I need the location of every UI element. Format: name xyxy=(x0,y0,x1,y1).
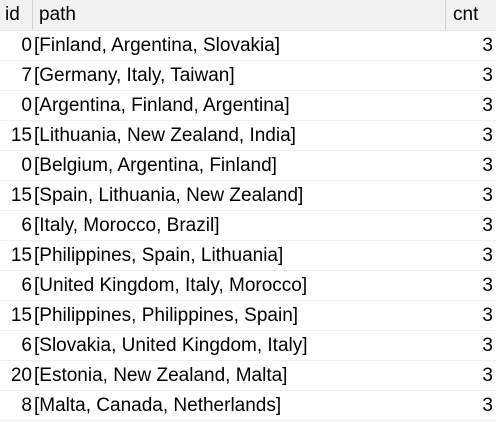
cell-path[interactable]: [Slovakia, United Kingdom, Italy] xyxy=(34,335,308,356)
table-row[interactable]: 15 [Spain, Lithuania, New Zealand] 3 xyxy=(0,181,496,211)
table-row[interactable]: 0 [Finland, Argentina, Slovakia] 3 xyxy=(0,31,496,61)
cell-cnt[interactable]: 3 xyxy=(482,125,493,146)
cell-path[interactable]: [Spain, Lithuania, New Zealand] xyxy=(34,185,304,206)
cell-id[interactable]: 15 xyxy=(10,125,32,146)
cell-id[interactable]: 6 xyxy=(21,335,32,356)
cell-id[interactable]: 0 xyxy=(21,95,32,116)
table-row[interactable]: 15 [Philippines, Spain, Lithuania] 3 xyxy=(0,241,496,271)
table-row[interactable]: 0 [Belgium, Argentina, Finland] 3 xyxy=(0,151,496,181)
cell-cnt[interactable]: 3 xyxy=(482,215,493,236)
cell-id[interactable]: 15 xyxy=(10,305,32,326)
table-row[interactable]: 20 [Estonia, New Zealand, Malta] 3 xyxy=(0,361,496,391)
table-row[interactable]: 7 [Germany, Italy, Taiwan] 3 xyxy=(0,61,496,91)
column-header-cnt[interactable]: cnt xyxy=(453,4,479,25)
cell-cnt[interactable]: 3 xyxy=(482,35,493,56)
table-row[interactable]: 0 [Argentina, Finland, Argentina] 3 xyxy=(0,91,496,121)
cell-path[interactable]: [Germany, Italy, Taiwan] xyxy=(34,65,235,86)
cell-path[interactable]: [Lithuania, New Zealand, India] xyxy=(34,125,296,146)
cell-path[interactable]: [Estonia, New Zealand, Malta] xyxy=(34,365,288,386)
cell-cnt[interactable]: 3 xyxy=(482,365,493,386)
table-row[interactable]: 8 [Malta, Canada, Netherlands] 3 xyxy=(0,391,496,421)
cell-path[interactable]: [Finland, Argentina, Slovakia] xyxy=(34,35,281,56)
cell-cnt[interactable]: 3 xyxy=(482,275,493,296)
cell-cnt[interactable]: 3 xyxy=(482,95,493,116)
table-row[interactable]: 6 [Italy, Morocco, Brazil] 3 xyxy=(0,211,496,241)
column-header-id[interactable]: id xyxy=(0,0,33,30)
cell-id[interactable]: 7 xyxy=(21,65,32,86)
cell-path[interactable]: [Belgium, Argentina, Finland] xyxy=(34,155,277,176)
cell-path[interactable]: [United Kingdom, Italy, Morocco] xyxy=(34,275,308,296)
cell-id[interactable]: 0 xyxy=(21,155,32,176)
cell-path[interactable]: [Malta, Canada, Netherlands] xyxy=(34,395,282,416)
cell-cnt[interactable]: 3 xyxy=(482,65,493,86)
cell-path[interactable]: [Argentina, Finland, Argentina] xyxy=(34,95,290,116)
column-header-path[interactable]: path xyxy=(33,0,446,30)
table-row[interactable]: 6 [United Kingdom, Italy, Morocco] 3 xyxy=(0,271,496,301)
cell-id[interactable]: 8 xyxy=(21,395,32,416)
cell-id[interactable]: 15 xyxy=(10,185,32,206)
cell-id[interactable]: 0 xyxy=(21,35,32,56)
table-row[interactable]: 6 [Slovakia, United Kingdom, Italy] 3 xyxy=(0,331,496,361)
cell-path[interactable]: [Philippines, Philippines, Spain] xyxy=(34,305,299,326)
table-row[interactable]: 15 [Philippines, Philippines, Spain] 3 xyxy=(0,301,496,331)
table-row[interactable]: 15 [Lithuania, New Zealand, India] 3 xyxy=(0,121,496,151)
cell-id[interactable]: 6 xyxy=(21,275,32,296)
cell-cnt[interactable]: 3 xyxy=(482,155,493,176)
column-header-row: id path cnt xyxy=(0,0,496,31)
cell-id[interactable]: 6 xyxy=(21,215,32,236)
cell-path[interactable]: [Italy, Morocco, Brazil] xyxy=(34,215,220,236)
cell-path[interactable]: [Philippines, Spain, Lithuania] xyxy=(34,245,284,266)
cell-cnt[interactable]: 3 xyxy=(482,245,493,266)
cell-id[interactable]: 15 xyxy=(10,245,32,266)
cell-cnt[interactable]: 3 xyxy=(482,395,493,416)
cell-cnt[interactable]: 3 xyxy=(482,305,493,326)
cell-cnt[interactable]: 3 xyxy=(482,185,493,206)
cell-id[interactable]: 20 xyxy=(10,365,32,386)
cell-cnt[interactable]: 3 xyxy=(482,335,493,356)
